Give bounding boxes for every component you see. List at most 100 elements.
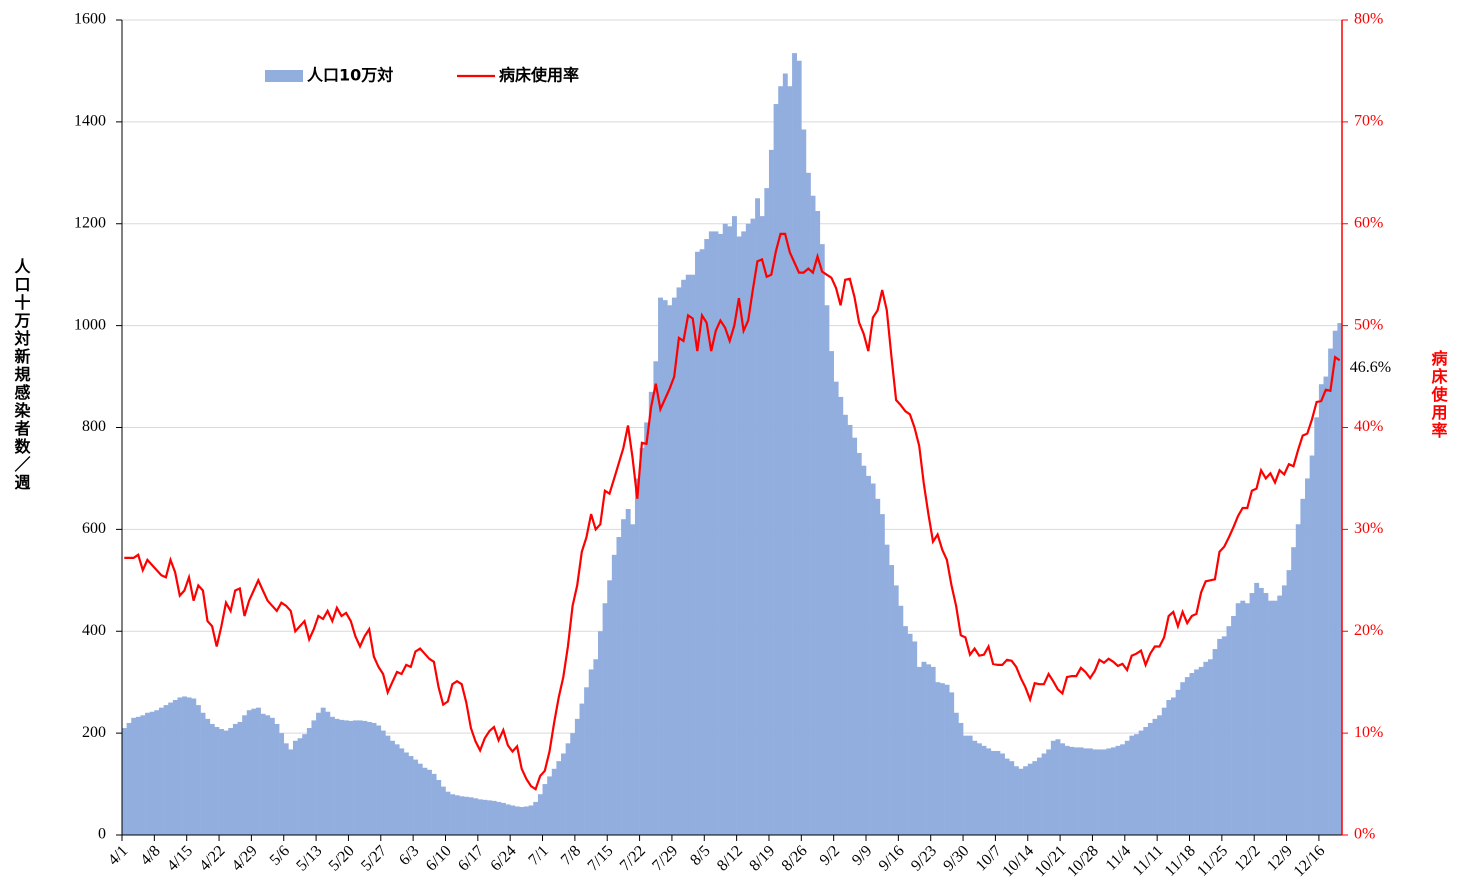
bar (177, 697, 183, 835)
bar (570, 733, 576, 835)
bar (704, 239, 710, 835)
bar (658, 297, 663, 835)
bar (126, 722, 132, 835)
bar (149, 711, 155, 835)
bar (140, 715, 146, 835)
bar (1069, 746, 1075, 835)
bar (722, 223, 728, 835)
bar (1314, 417, 1320, 835)
bar (1221, 636, 1227, 835)
x-tick-label: 6/24 (487, 842, 519, 874)
bar (713, 231, 719, 835)
y-axis-title: 人口十万対新規感染者数／週 (12, 258, 32, 492)
bar (972, 740, 978, 835)
bar (519, 806, 525, 835)
bar (602, 603, 608, 835)
bar (182, 696, 187, 835)
bar (607, 580, 613, 835)
bar (454, 795, 460, 835)
bar (935, 682, 941, 835)
legend-label: 人口10万対 (307, 66, 393, 85)
bar (514, 806, 520, 835)
bar (320, 707, 326, 835)
bar (1129, 735, 1135, 835)
bar (1037, 757, 1042, 835)
bar (879, 514, 885, 835)
x-tick-label: 6/17 (455, 842, 487, 874)
bar (251, 708, 257, 835)
bar (805, 172, 811, 835)
bar (1161, 707, 1167, 835)
x-tick-label: 9/9 (849, 842, 875, 868)
bar (958, 722, 964, 835)
bar (403, 752, 409, 835)
bar (990, 750, 996, 835)
bar (422, 767, 428, 835)
bar (778, 86, 784, 835)
x-tick-label: 5/27 (358, 842, 390, 874)
bar (939, 683, 945, 835)
bar (745, 223, 751, 835)
bar (1203, 661, 1209, 835)
bar (163, 705, 169, 835)
bar (967, 735, 973, 835)
bar (473, 798, 479, 835)
bar (131, 717, 137, 835)
bar (459, 796, 465, 835)
bar (1152, 718, 1158, 835)
bar (431, 773, 437, 835)
bar (246, 710, 252, 835)
y-tick-label: 1600 (74, 11, 106, 28)
bar (1064, 745, 1070, 835)
x-tick-label: 12/2 (1231, 842, 1263, 874)
bar (708, 231, 714, 835)
bar (1134, 734, 1139, 835)
bar (306, 728, 312, 835)
bar (1272, 600, 1278, 835)
x-tick-label: 12/16 (1291, 842, 1329, 880)
bar (1138, 730, 1144, 835)
bar (634, 478, 640, 835)
bar (755, 198, 761, 835)
x-tick-label: 7/15 (585, 842, 617, 874)
bar (1009, 761, 1015, 835)
bar (556, 761, 562, 835)
bar (584, 687, 590, 835)
line (124, 232, 1341, 791)
x-tick-label: 4/1 (105, 842, 131, 868)
bar (223, 730, 229, 835)
bar (547, 776, 553, 835)
bar (736, 236, 742, 835)
x-tick-label: 6/3 (396, 842, 422, 868)
y2-tick-label: 10% (1354, 724, 1383, 741)
bar (639, 447, 645, 835)
y2-tick-label: 60% (1354, 214, 1383, 231)
bar (200, 712, 206, 835)
y2-tick-label: 80% (1354, 11, 1383, 28)
x-tick-label: 5/6 (267, 842, 293, 868)
bar (1244, 603, 1250, 835)
x-tick-label: 4/8 (137, 842, 163, 868)
bar (1180, 682, 1186, 835)
bar (209, 723, 215, 835)
x-tick-label: 8/12 (714, 842, 746, 874)
bar (1198, 666, 1204, 835)
bar (1300, 498, 1306, 835)
x-tick-label: 8/5 (687, 842, 713, 868)
bar (1097, 749, 1102, 835)
bar (866, 475, 871, 835)
bar (1323, 376, 1329, 835)
bar (237, 721, 243, 835)
bar (842, 414, 848, 835)
bar (833, 381, 839, 835)
x-tick-label: 7/29 (649, 842, 681, 874)
bar (916, 666, 922, 835)
x-tick-label: 10/14 (999, 842, 1037, 880)
bar (348, 720, 354, 835)
bar (1143, 727, 1149, 835)
bar (533, 801, 539, 835)
bar (408, 756, 414, 835)
bar (1268, 600, 1273, 835)
bar (524, 806, 529, 835)
bar (371, 722, 377, 835)
